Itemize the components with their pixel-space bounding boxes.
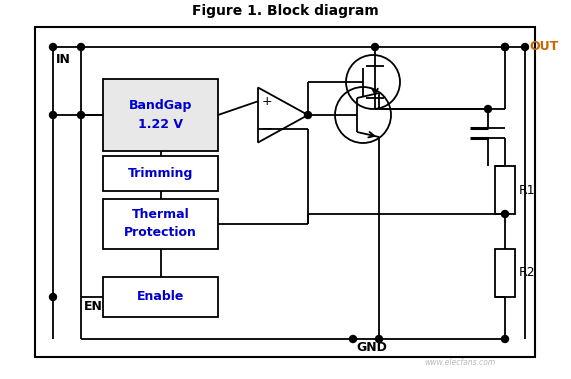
Circle shape [501, 44, 509, 50]
Circle shape [50, 44, 57, 50]
Bar [495, 249, 515, 297]
Text: Trimming: Trimming [128, 167, 193, 180]
Circle shape [521, 44, 529, 50]
Text: BandGap: BandGap [129, 99, 192, 111]
Circle shape [501, 335, 509, 343]
Text: OUT: OUT [529, 41, 558, 53]
Bar [103, 79, 218, 151]
Text: 1.22 V: 1.22 V [138, 119, 183, 132]
Circle shape [349, 335, 356, 343]
Circle shape [50, 293, 57, 301]
Text: Enable: Enable [137, 290, 184, 304]
Circle shape [372, 44, 379, 50]
Circle shape [501, 44, 509, 50]
Circle shape [304, 111, 312, 119]
Text: Thermal: Thermal [132, 208, 190, 221]
Text: EN: EN [84, 300, 103, 313]
Bar [35, 27, 535, 357]
Circle shape [78, 111, 85, 119]
Circle shape [78, 44, 85, 50]
Bar [103, 199, 218, 249]
Bar [103, 277, 218, 317]
Circle shape [50, 111, 57, 119]
Text: www.elecfans.com: www.elecfans.com [424, 358, 496, 367]
Text: Protection: Protection [124, 227, 197, 240]
Circle shape [376, 335, 383, 343]
Text: R1: R1 [519, 183, 536, 196]
Text: −: − [261, 122, 273, 136]
Text: R2: R2 [519, 266, 536, 279]
Circle shape [485, 105, 492, 113]
Bar [495, 166, 515, 214]
Text: Figure 1. Block diagram: Figure 1. Block diagram [192, 4, 379, 18]
Bar [103, 156, 218, 191]
Text: IN: IN [56, 53, 71, 66]
Text: +: + [262, 95, 272, 108]
Text: GND: GND [356, 341, 387, 354]
Circle shape [501, 210, 509, 218]
